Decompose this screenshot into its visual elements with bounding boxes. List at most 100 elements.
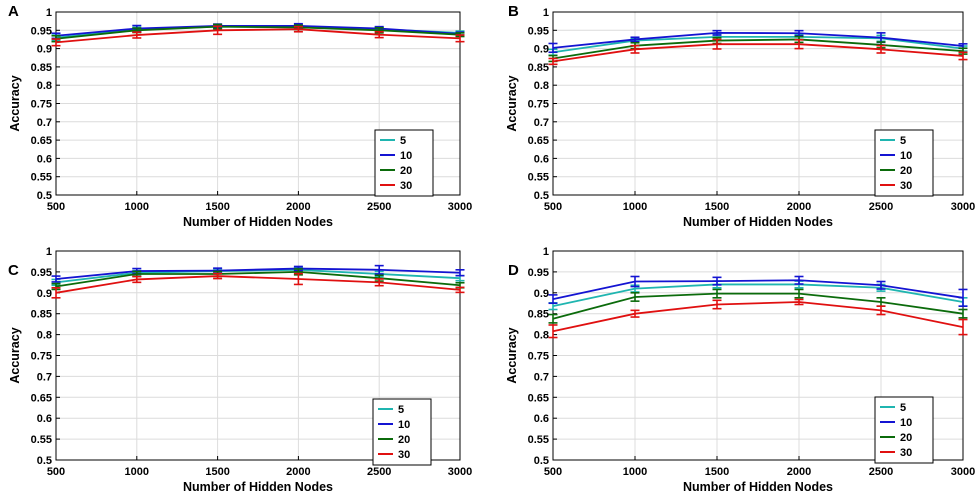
series-30 [548, 38, 968, 66]
error-bar [630, 291, 640, 302]
panel-letter: C [8, 262, 19, 279]
panel-letter: D [508, 262, 519, 279]
error-bar [293, 25, 303, 33]
y-tick-label: 0.5 [37, 190, 52, 202]
error-bar [958, 288, 968, 307]
x-tick-label: 2500 [367, 201, 391, 213]
y-tick-label: 0.85 [528, 62, 549, 74]
y-tick-label: 1 [46, 246, 52, 258]
x-tick-label: 2000 [286, 201, 310, 213]
x-tick-label: 1500 [705, 201, 729, 213]
x-tick-label: 1000 [125, 201, 149, 213]
y-tick-label: 0.9 [37, 44, 52, 56]
x-tick-label: 3000 [448, 201, 472, 213]
error-bar [630, 44, 640, 54]
x-tick-label: 1500 [205, 201, 229, 213]
y-tick-label: 0.75 [31, 99, 52, 111]
legend-label-10: 10 [900, 150, 912, 162]
error-bar [712, 29, 722, 36]
x-tick-label: 1500 [205, 466, 229, 478]
error-bar [293, 272, 303, 286]
x-axis-label: Number of Hidden Nodes [183, 480, 333, 494]
y-tick-label: 0.7 [534, 117, 549, 129]
y-tick-label: 0.6 [534, 153, 549, 165]
x-tick-label: 2500 [869, 466, 893, 478]
y-tick-label: 0.6 [37, 413, 52, 425]
legend-label-5: 5 [900, 135, 906, 147]
legend-label-30: 30 [900, 447, 912, 459]
y-tick-label: 1 [543, 246, 549, 258]
legend-label-20: 20 [900, 432, 912, 444]
error-bar [712, 288, 722, 299]
y-tick-label: 0.8 [534, 330, 549, 342]
series-30 [51, 272, 465, 299]
y-axis-label: Accuracy [505, 327, 519, 383]
error-bar [51, 38, 61, 47]
legend: 5 10 20 30 [372, 398, 432, 466]
series-line-20 [55, 270, 461, 288]
error-bar [374, 278, 384, 287]
error-bar [794, 275, 804, 285]
y-tick-label: 0.55 [528, 434, 549, 446]
y-tick-label: 0.6 [37, 153, 52, 165]
x-axis-label: Number of Hidden Nodes [183, 215, 333, 229]
y-tick-label: 0.65 [31, 392, 52, 404]
chart-panel-b: B0.50.550.60.650.70.750.80.850.90.951500… [505, 3, 975, 229]
x-tick-label: 3000 [448, 466, 472, 478]
panel-letter: B [508, 3, 519, 20]
error-bar [213, 25, 223, 36]
chart-panel-d: D0.50.550.60.650.70.750.80.850.90.951500… [505, 246, 975, 494]
error-bar [630, 36, 640, 43]
legend-label-30: 30 [900, 180, 912, 192]
y-tick-label: 0.55 [31, 172, 52, 184]
x-tick-label: 1000 [623, 466, 647, 478]
y-tick-label: 0.75 [528, 351, 549, 363]
y-tick-label: 0.9 [534, 288, 549, 300]
series-line-5 [552, 283, 964, 308]
error-bar [455, 269, 465, 277]
y-axis-label: Accuracy [505, 75, 519, 131]
series-line-10 [552, 279, 964, 300]
legend: 5 10 20 30 [374, 129, 434, 197]
y-tick-label: 0.8 [37, 80, 52, 92]
y-tick-label: 0.5 [534, 455, 549, 467]
y-tick-label: 0.65 [31, 135, 52, 147]
error-bar [374, 30, 384, 39]
error-bar [712, 276, 722, 286]
error-bar [455, 286, 465, 294]
series-line-5 [552, 35, 964, 54]
error-bar [712, 38, 722, 50]
y-tick-label: 0.85 [31, 62, 52, 74]
y-tick-label: 0.5 [534, 190, 549, 202]
series-line-30 [552, 301, 964, 333]
y-tick-label: 0.5 [37, 455, 52, 467]
error-bar [548, 294, 558, 305]
panel-letter: A [8, 3, 19, 20]
legend: 5 10 20 30 [874, 396, 934, 464]
x-tick-label: 3000 [951, 201, 975, 213]
error-bar [958, 318, 968, 336]
legend-label-10: 10 [400, 150, 412, 162]
x-tick-label: 500 [47, 466, 65, 478]
y-tick-label: 0.6 [534, 413, 549, 425]
series-line-10 [55, 25, 461, 37]
series-20 [51, 23, 465, 43]
error-bar [794, 298, 804, 306]
y-tick-label: 0.95 [528, 25, 549, 37]
legend-label-20: 20 [398, 434, 410, 446]
y-tick-label: 0.8 [37, 330, 52, 342]
error-bar [548, 324, 558, 339]
series-line-20 [55, 25, 461, 40]
error-bar [876, 305, 886, 316]
error-bar [548, 42, 558, 54]
legend-label-20: 20 [900, 165, 912, 177]
error-bar [794, 288, 804, 299]
y-tick-label: 0.75 [528, 99, 549, 111]
x-tick-label: 3000 [951, 466, 975, 478]
x-tick-label: 500 [47, 201, 65, 213]
y-tick-label: 0.75 [31, 351, 52, 363]
y-axis-label: Accuracy [8, 327, 22, 383]
error-bar [374, 264, 384, 275]
y-tick-label: 0.55 [528, 172, 549, 184]
x-tick-label: 1000 [623, 201, 647, 213]
